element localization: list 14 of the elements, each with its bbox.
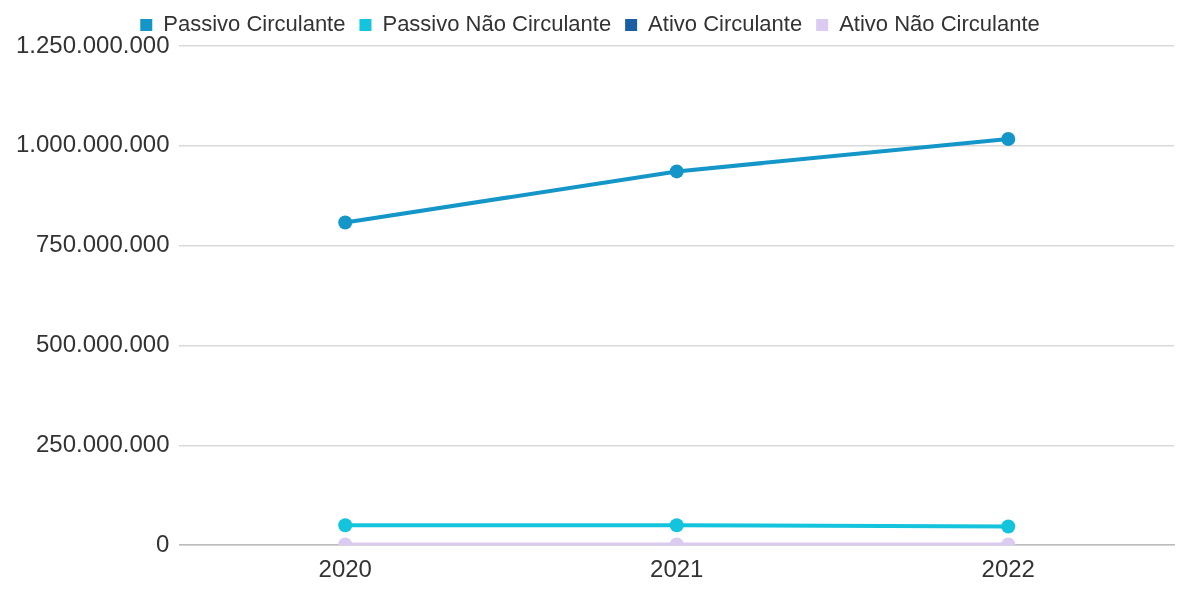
legend-label: Ativo Circulante — [648, 11, 803, 37]
y-tick-label: 250.000.000 — [36, 429, 170, 457]
point — [1001, 132, 1016, 147]
x-tick-label: 2022 — [981, 555, 1035, 583]
y-tick-label: 750.000.000 — [36, 230, 170, 258]
legend-label: Ativo Não Circulante — [839, 11, 1040, 37]
point — [338, 215, 353, 230]
x-tick-label: 2021 — [650, 555, 704, 583]
point — [669, 164, 684, 179]
legend-label: Passivo Não Circulante — [382, 11, 612, 37]
y-tick-label: 1.000.000.000 — [16, 130, 170, 158]
y-tick-label: 0 — [156, 529, 170, 557]
y-tick-label: 500.000.000 — [36, 330, 170, 358]
x-tick-label: 2020 — [318, 555, 372, 583]
